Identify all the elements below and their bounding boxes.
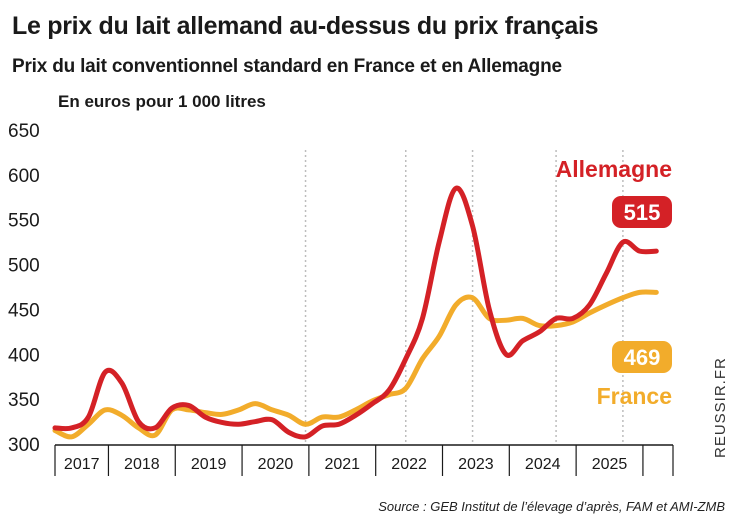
axes: 300 350 400 450 500 550 600 650 2017 2018 2019 2020… xyxy=(8,121,674,476)
y-tick-label: 300 xyxy=(8,435,40,456)
y-tick-label: 350 xyxy=(8,390,40,411)
value-badge-germany: 515 xyxy=(612,196,672,228)
y-tick-label: 550 xyxy=(8,211,40,232)
x-tick-label: 2017 xyxy=(64,456,100,473)
value-badge-germany-text: 515 xyxy=(624,200,661,225)
series-line-france xyxy=(52,289,659,440)
x-tick-label: 2020 xyxy=(258,456,294,473)
source-note: Source : GEB Institut de l’élevage d’apr… xyxy=(378,499,725,514)
x-tick-label: 2023 xyxy=(458,456,494,473)
value-badge-germany-bg xyxy=(612,196,672,228)
y-axis-units: En euros pour 1 000 litres xyxy=(58,92,266,111)
series-name-germany: Allemagne xyxy=(556,156,672,182)
x-tick-label: 2025 xyxy=(592,456,628,473)
series-line-germany xyxy=(52,185,659,440)
y-tick-label: 450 xyxy=(8,300,40,321)
value-badge-france-text: 469 xyxy=(624,345,661,370)
x-tick-label: 2021 xyxy=(324,456,360,473)
value-badge-france: 469 xyxy=(612,341,672,373)
series-lines xyxy=(52,185,659,440)
value-badge-france-bg xyxy=(612,341,672,373)
credit-label: REUSSIR.FR xyxy=(712,357,729,458)
x-tick-label: 2018 xyxy=(124,456,160,473)
series-labels: Allemagne France 515 469 xyxy=(556,156,672,409)
y-tick-label: 500 xyxy=(8,256,40,277)
y-tick-label: 600 xyxy=(8,166,40,187)
y-tick-label: 400 xyxy=(8,345,40,366)
x-tick-label: 2024 xyxy=(525,456,561,473)
chart-title: Le prix du lait allemand au-dessus du pr… xyxy=(12,12,599,40)
chart-subtitle: Prix du lait conventionnel standard en F… xyxy=(12,56,562,77)
y-tick-label: 650 xyxy=(8,121,40,142)
x-tick-label: 2019 xyxy=(191,456,227,473)
x-tick-label: 2022 xyxy=(391,456,427,473)
series-name-france: France xyxy=(597,383,672,409)
